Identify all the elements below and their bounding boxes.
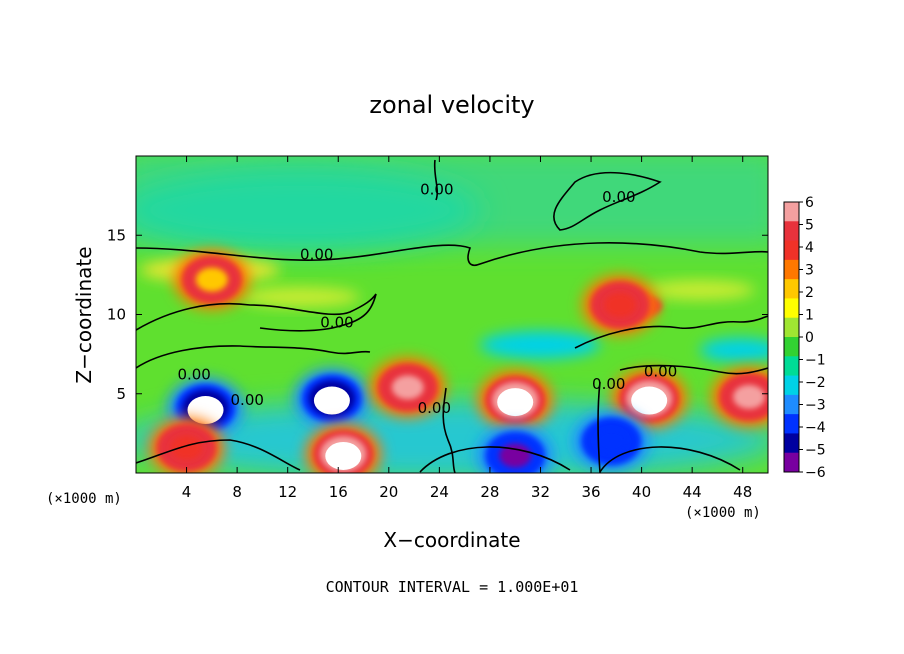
positive-velocity-cell (582, 274, 659, 335)
x-tick-label: 16 (329, 483, 348, 501)
contour-lines (136, 159, 768, 473)
plot-area: 0.00 0.00 0.00 0.00 0.00 0.00 0.00 0.00 0.00 (136, 156, 768, 473)
contour-label: 0.00 (644, 363, 677, 381)
colorbar-swatch (784, 375, 799, 396)
colorbar-swatch (784, 202, 799, 222)
colorbar-tick-label: −5 (805, 443, 826, 459)
contour-sfc-far (599, 446, 741, 473)
positive-velocity-cell (369, 357, 446, 418)
contour-zero-upper (136, 242, 768, 266)
x-tick-label: 20 (379, 483, 398, 501)
colorbar-swatch (784, 240, 799, 261)
y-tick-label: 10 (107, 306, 126, 324)
x-tick-label: 36 (581, 483, 600, 501)
x-unit-right: (×1000 m) (685, 505, 761, 521)
negative-velocity-cell (573, 411, 650, 472)
x-tick-label: 44 (683, 483, 702, 501)
contour-middle (136, 293, 377, 332)
colorbar-swatch (784, 414, 799, 434)
contour-labels: 0.00 0.00 0.00 0.00 0.00 0.00 0.00 0.00 0.00 (177, 180, 677, 417)
contour-label: 0.00 (420, 180, 453, 198)
colorbar-tick-label: 2 (805, 285, 814, 301)
x-tick-label: 4 (182, 483, 192, 501)
lower-features (148, 249, 768, 473)
positive-velocity-cell (477, 370, 554, 431)
colorbar-swatch (784, 356, 799, 377)
colorbar-tick-label: 1 (805, 308, 814, 324)
colorbar-tick-label: −4 (805, 420, 826, 436)
y-axis-label: Z−coordinate (72, 246, 96, 383)
contour-lower-band (136, 345, 371, 369)
contour-label: 0.00 (320, 313, 353, 331)
colorbar-swatch (784, 298, 799, 319)
colorbar-swatch (784, 317, 799, 338)
colorbar-swatch (784, 433, 799, 454)
contour-sfc-right (419, 446, 571, 473)
upper-cool-patch (136, 170, 480, 250)
positive-velocity-cell (611, 368, 688, 429)
contour-label: 0.00 (602, 188, 635, 206)
contour-upper-island (553, 171, 662, 231)
warm-streak-mid (240, 287, 360, 307)
colorbar-swatch (784, 337, 799, 357)
colorbar-swatch (784, 221, 799, 242)
positive-velocity-cell (711, 366, 768, 427)
colorbar-tick-label: 5 (805, 218, 814, 234)
colorbar-tick-label: 4 (805, 240, 814, 256)
contour-lower-right-2 (619, 364, 768, 375)
y-tick-label: 5 (116, 385, 126, 403)
x-tick-label: 24 (430, 483, 449, 501)
colorbar-swatch (784, 279, 799, 299)
x-tick-label: 12 (278, 483, 297, 501)
contour-label: 0.00 (177, 366, 210, 384)
colorbar-tick-label: 0 (805, 330, 814, 346)
x-tick-label: 28 (480, 483, 499, 501)
positive-velocity-cell (305, 423, 382, 473)
contour-label: 0.00 (300, 245, 333, 263)
x-tick-label: 40 (632, 483, 651, 501)
colorbar-tick-label: −2 (805, 375, 826, 391)
colorbar-swatch (784, 259, 799, 280)
colorbar-tick-label: −6 (805, 465, 826, 481)
colorbar-swatch (784, 394, 799, 415)
cool-patch-mid (480, 331, 600, 359)
contour-interval-footer: CONTOUR INTERVAL = 1.000E+01 (326, 578, 579, 596)
colorbar-tick-label: −1 (805, 353, 826, 369)
warm-streak-right (645, 280, 755, 300)
x-unit-left: (×1000 m) (46, 491, 122, 507)
negative-velocity-cell (293, 368, 370, 429)
x-axis-label: X−coordinate (383, 528, 520, 552)
chart-title: zonal velocity (369, 91, 534, 119)
colorbar-swatch (784, 452, 799, 473)
x-axis: 4 8 12 16 20 24 28 32 36 40 44 48 (182, 156, 752, 501)
heatmap-field (136, 156, 768, 473)
colorbar-tick-label: −3 (805, 398, 826, 414)
y-tick-label: 15 (107, 226, 126, 244)
x-tick-label: 48 (733, 483, 752, 501)
positive-velocity-cell (173, 249, 250, 310)
contour-vertical-36 (597, 381, 601, 473)
cool-patch-right (700, 338, 768, 362)
contour-label: 0.00 (418, 399, 451, 417)
colorbar: 6 5 4 3 2 1 0 −1 −2 −3 −4 −5 −6 (783, 195, 826, 481)
contour-lower-right (574, 315, 768, 349)
colorbar-tick-label: 6 (805, 195, 814, 211)
x-tick-label: 32 (531, 483, 550, 501)
x-tick-label: 8 (232, 483, 242, 501)
contour-label: 0.00 (231, 391, 264, 409)
colorbar-tick-label: 3 (805, 263, 814, 279)
contour-vertical-upper (433, 159, 439, 201)
y-axis: 5 10 15 (107, 226, 768, 403)
contour-label: 0.00 (592, 375, 625, 393)
contour-vertical-24 (442, 387, 456, 473)
contour-sfc-left (136, 439, 301, 471)
